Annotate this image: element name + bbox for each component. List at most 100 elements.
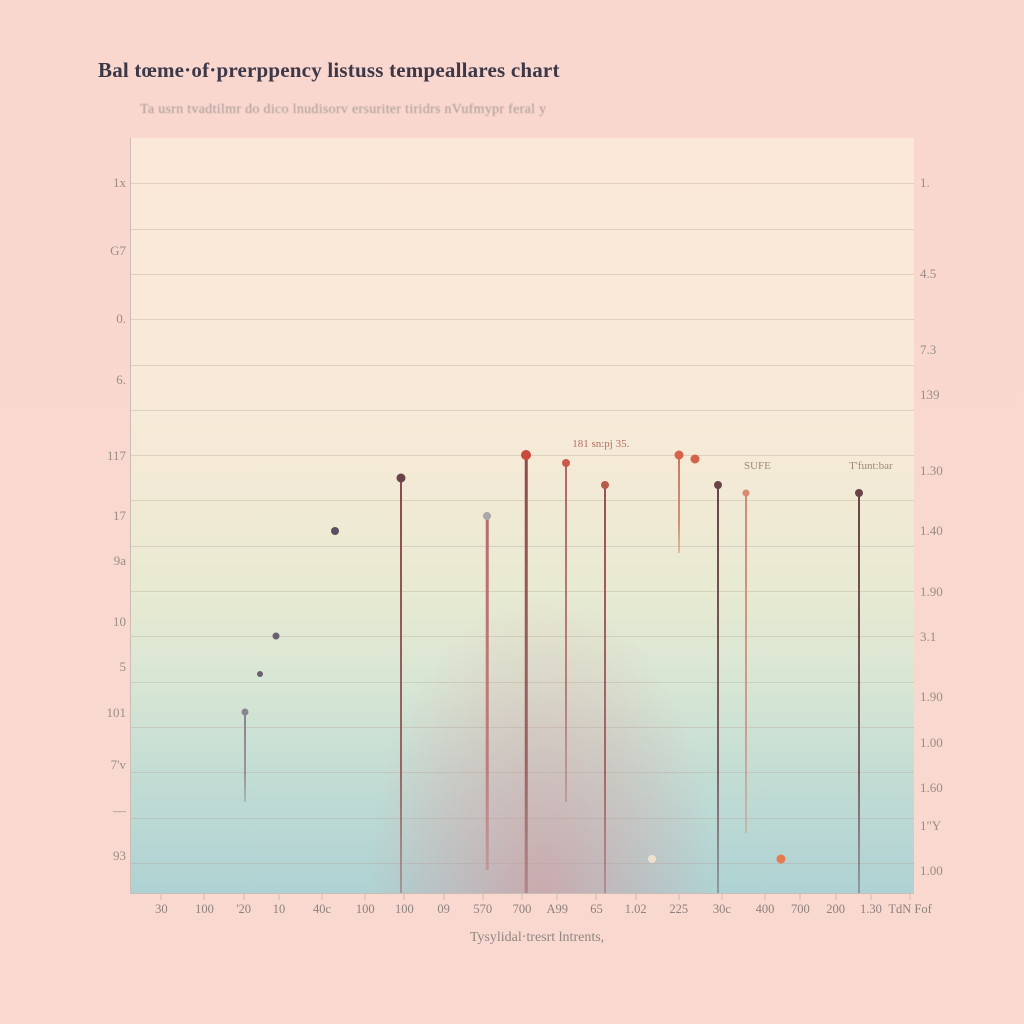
stem-marker bbox=[241, 708, 248, 715]
grid-line bbox=[131, 546, 914, 547]
y-right-tick-label: 1.00 bbox=[920, 863, 970, 879]
x-tick-label: 40c bbox=[313, 902, 331, 917]
x-tick-label: 700 bbox=[791, 902, 810, 917]
x-tick-label: 09 bbox=[437, 902, 450, 917]
stem-marker bbox=[521, 450, 531, 460]
y-right-tick-label: 1. bbox=[920, 175, 970, 191]
x-tick bbox=[635, 894, 636, 900]
x-tick bbox=[365, 894, 366, 900]
grid-line bbox=[131, 410, 914, 411]
plot-area: 181 sn:pj 35. SUFE T'funt:bar bbox=[130, 138, 914, 894]
x-tick bbox=[835, 894, 836, 900]
y-right-tick-label: 1.40 bbox=[920, 523, 970, 539]
stem-line bbox=[858, 493, 860, 893]
grid-line bbox=[131, 818, 914, 819]
x-tick-label: 1.30 bbox=[860, 902, 882, 917]
x-tick bbox=[322, 894, 323, 900]
stem-marker bbox=[675, 451, 684, 460]
inline-annotation: SUFE bbox=[744, 460, 771, 472]
x-tick-label: 400 bbox=[756, 902, 775, 917]
grid-line bbox=[131, 727, 914, 728]
x-tick bbox=[910, 894, 911, 900]
x-tick-label: 100 bbox=[195, 902, 214, 917]
x-tick bbox=[678, 894, 679, 900]
scatter-point bbox=[272, 633, 279, 640]
stem-line bbox=[717, 485, 719, 893]
inline-annotation: 181 sn:pj 35. bbox=[572, 438, 629, 450]
stem-line bbox=[745, 493, 747, 833]
stem-marker bbox=[742, 489, 749, 496]
stem-marker bbox=[397, 473, 406, 482]
grid-line bbox=[131, 183, 914, 184]
grid-line bbox=[131, 319, 914, 320]
y-right-tick-label: 1"Y bbox=[920, 818, 970, 834]
x-tick bbox=[443, 894, 444, 900]
grid-line bbox=[131, 636, 914, 637]
y-left-tick-label: 6. bbox=[86, 372, 126, 388]
x-tick-label: 30c bbox=[713, 902, 731, 917]
grid-line bbox=[131, 274, 914, 275]
stem-marker bbox=[855, 489, 863, 497]
x-tick bbox=[557, 894, 558, 900]
grid-line bbox=[131, 229, 914, 230]
x-tick bbox=[278, 894, 279, 900]
y-right-tick-label: 7.3 bbox=[920, 342, 970, 358]
y-right-tick-label: 4.5 bbox=[920, 266, 970, 282]
y-left-tick-label: 117 bbox=[86, 448, 126, 464]
y-left-tick-label: 93 bbox=[86, 848, 126, 864]
stem-line bbox=[678, 455, 680, 553]
scatter-point bbox=[257, 671, 263, 677]
x-tick bbox=[204, 894, 205, 900]
y-left-tick-label: G7 bbox=[86, 243, 126, 259]
x-tick bbox=[596, 894, 597, 900]
grid-line bbox=[131, 365, 914, 366]
x-tick-label: 570 bbox=[473, 902, 492, 917]
y-right-tick-label: 1.30 bbox=[920, 463, 970, 479]
x-tick bbox=[161, 894, 162, 900]
stem-marker bbox=[483, 512, 491, 520]
x-tick-label: 100 bbox=[356, 902, 375, 917]
chart-title: Bal tœme·of·prerppency listuss tempealla… bbox=[98, 58, 560, 83]
x-tick-label: 200 bbox=[826, 902, 845, 917]
x-tick-label: 10 bbox=[273, 902, 286, 917]
grid-line bbox=[131, 863, 914, 864]
x-tick bbox=[243, 894, 244, 900]
y-left-tick-label: 1x bbox=[86, 175, 126, 191]
x-tick-label: A99 bbox=[547, 902, 569, 917]
stem-line bbox=[400, 478, 402, 893]
y-left-tick-label: 9a bbox=[86, 553, 126, 569]
x-tick bbox=[765, 894, 766, 900]
x-tick-label: TdN Fof bbox=[888, 902, 931, 917]
y-left-tick-label: 7'v bbox=[86, 757, 126, 773]
stem-line bbox=[525, 455, 528, 893]
x-tick-label: 30 bbox=[155, 902, 168, 917]
x-tick-label: 65 bbox=[590, 902, 603, 917]
y-right-tick-label: 1.90 bbox=[920, 689, 970, 705]
y-right-tick-label: 3.1 bbox=[920, 629, 970, 645]
x-tick bbox=[482, 894, 483, 900]
y-left-tick-label: 101 bbox=[86, 705, 126, 721]
stem-marker bbox=[562, 459, 570, 467]
stem-line bbox=[486, 516, 489, 871]
grid-line bbox=[131, 682, 914, 683]
y-left-tick-label: — bbox=[86, 803, 126, 819]
grid-line bbox=[131, 591, 914, 592]
x-tick-label: 1.02 bbox=[625, 902, 647, 917]
y-right-tick-label: 139 bbox=[920, 387, 970, 403]
scatter-point bbox=[690, 454, 699, 463]
stem-marker bbox=[601, 481, 609, 489]
chart-container: Bal tœme·of·prerppency listuss tempealla… bbox=[90, 58, 984, 984]
x-tick-label: '20 bbox=[236, 902, 251, 917]
y-right-tick-label: 1.90 bbox=[920, 584, 970, 600]
y-left-tick-label: 5 bbox=[86, 659, 126, 675]
scatter-point bbox=[776, 855, 785, 864]
stem-line bbox=[244, 712, 246, 803]
y-left-tick-label: 0. bbox=[86, 311, 126, 327]
chart-subtitle: Ta usrn tvadtilmr do dico lnudisorv ersu… bbox=[140, 102, 546, 118]
stem-line bbox=[565, 463, 567, 803]
inline-annotation: T'funt:bar bbox=[849, 460, 893, 472]
grid-line bbox=[131, 500, 914, 501]
x-tick bbox=[522, 894, 523, 900]
x-axis-title: Tysylidal·tresrt lntrents, bbox=[470, 930, 604, 946]
y-right-tick-label: 1.60 bbox=[920, 780, 970, 796]
